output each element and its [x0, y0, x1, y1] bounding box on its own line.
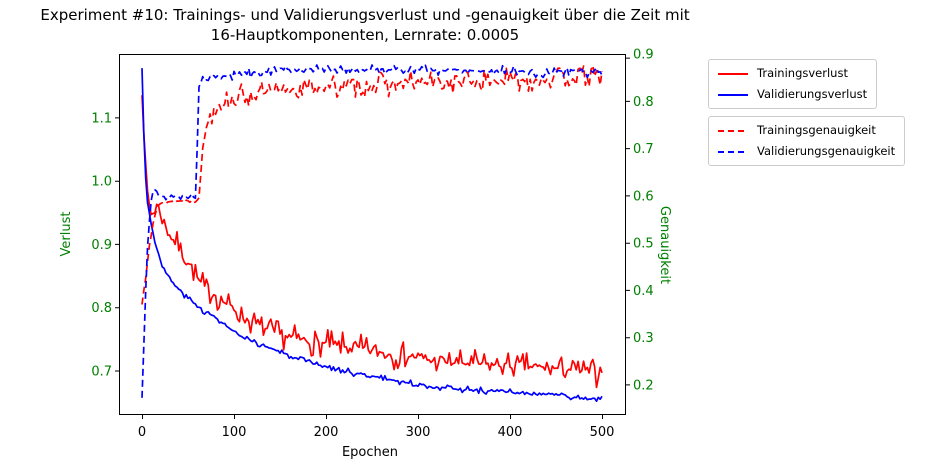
legend-item: Trainingsverlust — [718, 65, 867, 82]
legend-line-sample-solid-blue — [718, 93, 748, 96]
line-validierungsgenauigkeit — [141, 64, 603, 398]
left-tick-label: 0.7 — [91, 365, 112, 380]
legend-accuracy: Trainingsgenauigkeit Validierungsgenauig… — [708, 116, 906, 166]
x-axis-tick-marks — [142, 415, 603, 419]
line-trainingsverlust — [141, 95, 603, 389]
y-axis-label-right: Genauigkeit — [657, 206, 672, 284]
left-tick-label: 0.8 — [91, 301, 112, 316]
chart-title-line2: 16-Hauptkomponenten, Lernrate: 0.0005 — [211, 26, 519, 44]
line-trainingsgenauigkeit — [141, 64, 603, 305]
right-tick-label: 0.2 — [633, 378, 654, 393]
right-tick-label: 0.7 — [633, 142, 654, 157]
legend-label: Trainingsgenauigkeit — [757, 123, 876, 137]
right-tick-label: 0.8 — [633, 95, 654, 110]
x-tick-label: 100 — [222, 425, 247, 440]
left-tick-label: 1.1 — [91, 111, 112, 126]
left-tick-label: 1.0 — [91, 175, 112, 190]
left-axis-tick-marks — [115, 117, 119, 372]
right-tick-label: 0.6 — [633, 189, 654, 204]
x-tick-label: 500 — [590, 425, 615, 440]
legend-line-sample-dashed-red — [718, 129, 748, 132]
legend-label: Trainingsverlust — [757, 66, 848, 80]
legend-label: Validierungsgenauigkeit — [757, 144, 896, 158]
right-tick-label: 0.3 — [633, 331, 654, 346]
x-tick-label: 400 — [498, 425, 523, 440]
x-tick-label: 200 — [314, 425, 339, 440]
right-tick-label: 0.9 — [633, 48, 654, 63]
legend-loss: Trainingsverlust Validierungsverlust — [708, 59, 878, 109]
y-axis-label-left: Verlust — [59, 212, 74, 257]
right-tick-label: 0.5 — [633, 237, 654, 252]
right-axis-tick-marks — [626, 57, 630, 386]
legend-line-sample-solid-red — [718, 72, 748, 75]
legend-item: Validierungsgenauigkeit — [718, 143, 895, 160]
legend-line-sample-dashed-blue — [718, 150, 748, 153]
x-axis-label: Epochen — [342, 445, 398, 460]
legend-label: Validierungsverlust — [757, 87, 868, 101]
series-layer — [141, 64, 603, 403]
legend-item: Validierungsverlust — [718, 86, 867, 103]
legend-item: Trainingsgenauigkeit — [718, 122, 895, 139]
plot-area-frame — [119, 54, 626, 415]
x-tick-label: 0 — [138, 425, 146, 440]
left-tick-label: 0.9 — [91, 238, 112, 253]
x-tick-label: 300 — [406, 425, 431, 440]
right-tick-label: 0.4 — [633, 284, 654, 299]
line-validierungsverlust — [141, 68, 603, 403]
chart-title-line1: Experiment #10: Trainings- und Validieru… — [40, 6, 689, 24]
